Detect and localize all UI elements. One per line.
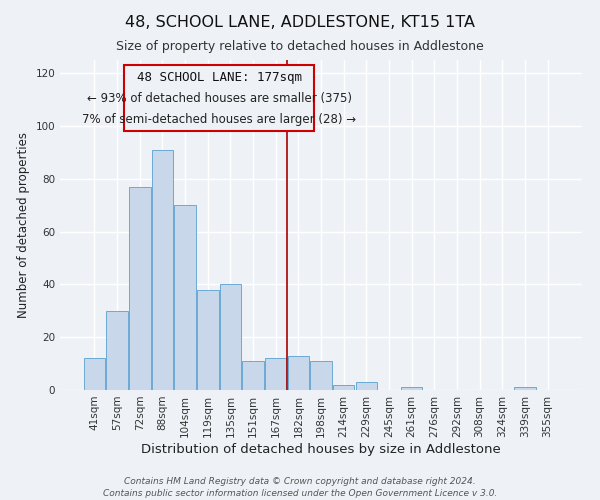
Bar xyxy=(310,361,332,390)
Bar xyxy=(333,384,355,390)
Y-axis label: Number of detached properties: Number of detached properties xyxy=(17,132,30,318)
Bar xyxy=(84,358,105,390)
Bar xyxy=(129,186,151,390)
Bar xyxy=(242,361,264,390)
Bar xyxy=(356,382,377,390)
Bar xyxy=(265,358,286,390)
Text: 7% of semi-detached houses are larger (28) →: 7% of semi-detached houses are larger (2… xyxy=(82,113,356,126)
Bar xyxy=(175,205,196,390)
Bar xyxy=(401,388,422,390)
Bar xyxy=(514,388,536,390)
Bar xyxy=(152,150,173,390)
Bar xyxy=(220,284,241,390)
Bar xyxy=(124,66,314,132)
Bar xyxy=(197,290,218,390)
Bar xyxy=(106,311,128,390)
Text: 48, SCHOOL LANE, ADDLESTONE, KT15 1TA: 48, SCHOOL LANE, ADDLESTONE, KT15 1TA xyxy=(125,15,475,30)
Text: 48 SCHOOL LANE: 177sqm: 48 SCHOOL LANE: 177sqm xyxy=(137,70,302,84)
Bar xyxy=(287,356,309,390)
Text: Size of property relative to detached houses in Addlestone: Size of property relative to detached ho… xyxy=(116,40,484,53)
X-axis label: Distribution of detached houses by size in Addlestone: Distribution of detached houses by size … xyxy=(141,442,501,456)
Text: ← 93% of detached houses are smaller (375): ← 93% of detached houses are smaller (37… xyxy=(86,92,352,104)
Text: Contains HM Land Registry data © Crown copyright and database right 2024.
Contai: Contains HM Land Registry data © Crown c… xyxy=(103,476,497,498)
